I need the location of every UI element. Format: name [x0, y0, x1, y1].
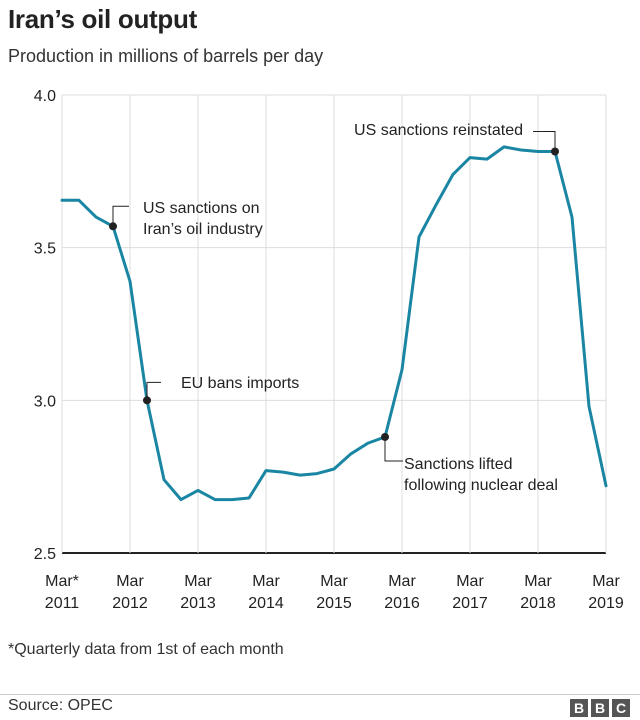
chart-subtitle: Production in millions of barrels per da…	[8, 46, 324, 66]
series-group	[60, 145, 608, 502]
x-tick-label: 2014	[248, 595, 284, 612]
x-tick-label: Mar*	[45, 573, 79, 590]
annotation-label: Iran’s oil industry	[143, 221, 263, 238]
series-line	[60, 145, 608, 502]
source-label: Source: OPEC	[8, 697, 113, 714]
annotation-leader-line	[112, 205, 129, 227]
annotation-marker	[381, 432, 389, 441]
annotation-marker	[551, 147, 559, 156]
line-chart: 2.5 3.0 3.5 4.0 Mar* 2011 Mar 2012 Mar 2013 Mar 20…	[34, 88, 624, 612]
x-tick-label: Mar	[592, 573, 620, 590]
x-tick-label: Mar	[456, 573, 484, 590]
x-tick-label: 2015	[316, 595, 352, 612]
y-axis: 2.5 3.0 3.5 4.0	[34, 88, 56, 563]
bbc-logo-block: B	[570, 699, 588, 717]
annotation-leader-line	[533, 130, 556, 152]
annotations: US sanctions on Iran’s oil industry EU ban…	[109, 122, 559, 494]
annotation-marker	[109, 222, 117, 231]
bbc-logo-block: C	[612, 699, 630, 717]
chart-title: Iran’s oil output	[8, 4, 197, 34]
y-tick-label: 3.5	[34, 241, 56, 258]
footer-divider	[0, 694, 640, 695]
x-tick-label: 2019	[588, 595, 624, 612]
x-tick-label: Mar	[388, 573, 416, 590]
grid	[61, 94, 607, 554]
bbc-logo-block: B	[591, 699, 609, 717]
x-tick-label: 2011	[45, 595, 80, 612]
annotation-label: following nuclear deal	[404, 477, 558, 494]
x-tick-label: 2013	[180, 595, 216, 612]
x-tick-label: Mar	[252, 573, 280, 590]
y-tick-label: 2.5	[34, 546, 56, 563]
annotation-label: US sanctions reinstated	[354, 122, 523, 139]
x-tick-label: 2018	[520, 595, 556, 612]
x-tick-label: Mar	[524, 573, 552, 590]
annotation-label: Sanctions lifted	[404, 456, 513, 473]
annotation-label: US sanctions on	[143, 200, 260, 217]
y-tick-label: 4.0	[34, 88, 56, 105]
footnote: *Quarterly data from 1st of each month	[8, 641, 284, 658]
x-tick-label: Mar	[320, 573, 348, 590]
x-tick-label: 2017	[452, 595, 488, 612]
x-tick-label: 2012	[112, 595, 148, 612]
annotation-marker	[143, 396, 151, 405]
annotation-label: EU bans imports	[181, 375, 299, 392]
x-tick-label: Mar	[184, 573, 212, 590]
annotation-leader-line	[146, 381, 161, 401]
x-tick-label: Mar	[116, 573, 144, 590]
x-tick-label: 2016	[384, 595, 420, 612]
y-tick-label: 3.0	[34, 393, 56, 410]
bbc-logo: B B C	[570, 699, 630, 717]
x-axis: Mar* 2011 Mar 2012 Mar 2013 Mar 2014 Mar 2015 Mar 2…	[45, 573, 624, 612]
annotation-leader-line	[384, 436, 403, 462]
